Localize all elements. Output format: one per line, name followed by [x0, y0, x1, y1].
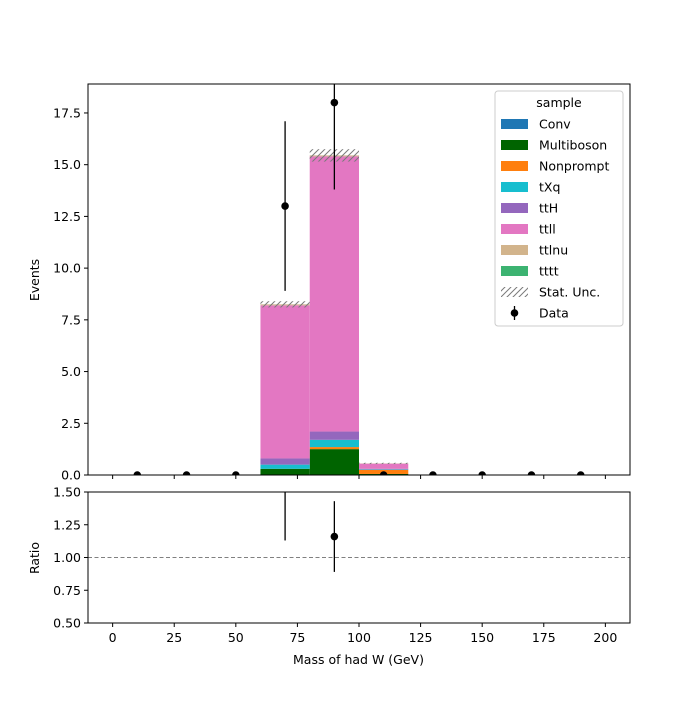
bar-tth-bin-5	[359, 469, 408, 470]
legend-label-tttt: tttt	[539, 264, 559, 279]
legend-swatch-tth	[501, 203, 528, 213]
legend-swatch-conv	[501, 119, 528, 129]
y-tick-label-4: 10.0	[53, 261, 81, 276]
legend-title: sample	[536, 95, 582, 110]
bar-ttll-bin-4	[310, 156, 359, 431]
x-tick-label-7: 175	[532, 630, 556, 645]
ratio-y-tick-label-2: 1.00	[53, 550, 81, 565]
legend-label-txq: tXq	[539, 180, 560, 195]
data-point-3	[281, 202, 289, 210]
legend-marker-data	[511, 309, 519, 317]
ratio-y-tick-label-4: 1.50	[53, 485, 81, 500]
bar-ttll-bin-3	[260, 305, 309, 458]
ratio-point-1	[331, 533, 339, 541]
bar-ttll-bin-5	[359, 464, 408, 469]
x-tick-label-8: 200	[593, 630, 617, 645]
bar-nonprompt-bin-4	[310, 447, 359, 449]
y-tick-label-2: 5.0	[61, 364, 81, 379]
legend-label-data: Data	[539, 306, 569, 321]
legend-swatch-multiboson	[501, 140, 528, 150]
legend-swatch-tttt	[501, 266, 528, 276]
legend-swatch-ttll	[501, 224, 528, 234]
x-tick-label-5: 125	[409, 630, 433, 645]
bar-txq-bin-4	[310, 440, 359, 447]
bar-tth-bin-4	[310, 432, 359, 440]
ratio-y-tick-label-1: 0.75	[53, 583, 81, 598]
x-tick-label-2: 50	[228, 630, 244, 645]
bar-tth-bin-3	[260, 458, 309, 464]
stat-unc-bin-3	[260, 301, 309, 307]
ratio-axis-label: Ratio	[27, 542, 42, 574]
y-tick-label-0: 0.0	[61, 468, 81, 483]
legend-label-conv: Conv	[539, 117, 571, 132]
bar-multiboson-bin-3	[260, 469, 309, 475]
x-tick-label-6: 150	[470, 630, 494, 645]
y-tick-label-5: 12.5	[53, 209, 81, 224]
y-tick-label-1: 2.5	[61, 416, 81, 431]
x-tick-label-4: 100	[347, 630, 371, 645]
legend-swatch-txq	[501, 182, 528, 192]
legend-label-multiboson: Multiboson	[539, 138, 607, 153]
stat-unc-bin-5	[359, 463, 408, 464]
x-tick-label-0: 0	[109, 630, 117, 645]
x-tick-label-1: 25	[166, 630, 182, 645]
legend-label-nonprompt: Nonprompt	[539, 159, 609, 174]
data-point-4	[331, 99, 339, 107]
bar-multiboson-bin-4	[310, 449, 359, 475]
legend-swatch-stat-unc	[501, 287, 528, 297]
legend-label-ttlnu: ttlnu	[539, 243, 568, 258]
ratio-y-tick-label-0: 0.50	[53, 616, 81, 631]
x-axis-label: Mass of had W (GeV)	[293, 652, 424, 667]
bar-txq-bin-3	[260, 465, 309, 469]
legend-label-tth: ttH	[539, 201, 558, 216]
y-tick-label-6: 15.0	[53, 157, 81, 172]
legend-swatch-ttlnu	[501, 245, 528, 255]
legend-swatch-nonprompt	[501, 161, 528, 171]
x-tick-label-3: 75	[289, 630, 305, 645]
y-tick-label-3: 7.5	[61, 312, 81, 327]
legend-label-stat-unc: Stat. Unc.	[539, 285, 600, 300]
y-tick-label-7: 17.5	[53, 105, 81, 120]
y-axis-label: Events	[27, 259, 42, 301]
legend: sample Conv Multiboson Nonprompt tXq ttH ttll t…	[495, 91, 623, 326]
legend-label-ttll: ttll	[539, 222, 556, 237]
ratio-y-tick-label-3: 1.25	[53, 517, 81, 532]
